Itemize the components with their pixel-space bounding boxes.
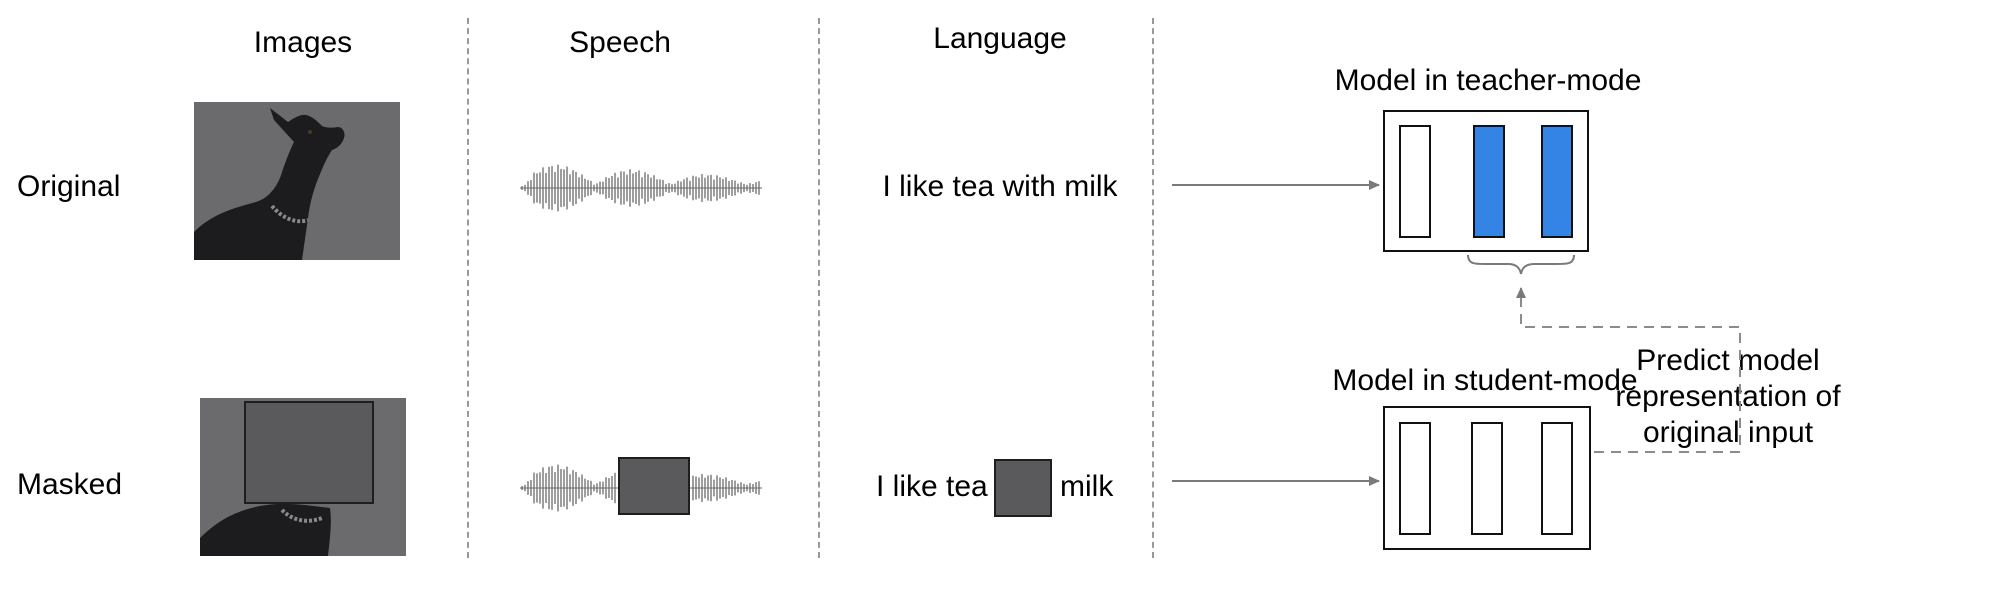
prediction-label: Predict model representation of original… <box>1615 343 1840 451</box>
prediction-label-line-2: representation of <box>1615 380 1841 413</box>
original-sentence: I like tea with milk <box>882 170 1118 203</box>
masked-sentence-start: I like tea <box>876 470 988 503</box>
column-header-images: Images <box>253 26 353 59</box>
student-model <box>1383 406 1591 550</box>
column-header-language: Language <box>933 22 1067 55</box>
column-separator-3 <box>1152 18 1154 558</box>
teacher-model-title: Model in teacher-mode <box>1334 64 1642 97</box>
masked-sentence-end: milk <box>1060 470 1114 503</box>
row-label-masked: Masked <box>17 468 123 501</box>
column-separator-1 <box>467 18 469 558</box>
prediction-dashed-arrow <box>1516 287 1741 453</box>
student-model-title: Model in student-mode <box>1332 364 1638 397</box>
teacher-output-brace <box>1467 254 1575 275</box>
waveform-icon <box>520 164 762 212</box>
student-block-1 <box>1399 422 1431 535</box>
teacher-block-1 <box>1399 125 1431 238</box>
dog-photo-icon <box>194 102 400 260</box>
row-label-original: Original <box>17 170 121 203</box>
prediction-label-line-3: original input <box>1642 416 1814 449</box>
teacher-model <box>1383 110 1589 252</box>
student-block-3 <box>1541 422 1573 535</box>
teacher-block-3-highlighted <box>1541 125 1573 238</box>
column-header-speech: Speech <box>569 26 671 59</box>
original-speech-waveform <box>520 158 762 218</box>
prediction-label-line-1: Predict model <box>1636 344 1820 377</box>
column-separator-2 <box>818 18 820 558</box>
masked-dog-image <box>200 398 406 556</box>
image-mask <box>244 401 374 504</box>
teacher-block-2-highlighted <box>1473 125 1505 238</box>
language-mask <box>994 459 1052 517</box>
speech-mask <box>618 457 690 515</box>
student-block-2 <box>1471 422 1503 535</box>
original-dog-image <box>194 102 400 260</box>
